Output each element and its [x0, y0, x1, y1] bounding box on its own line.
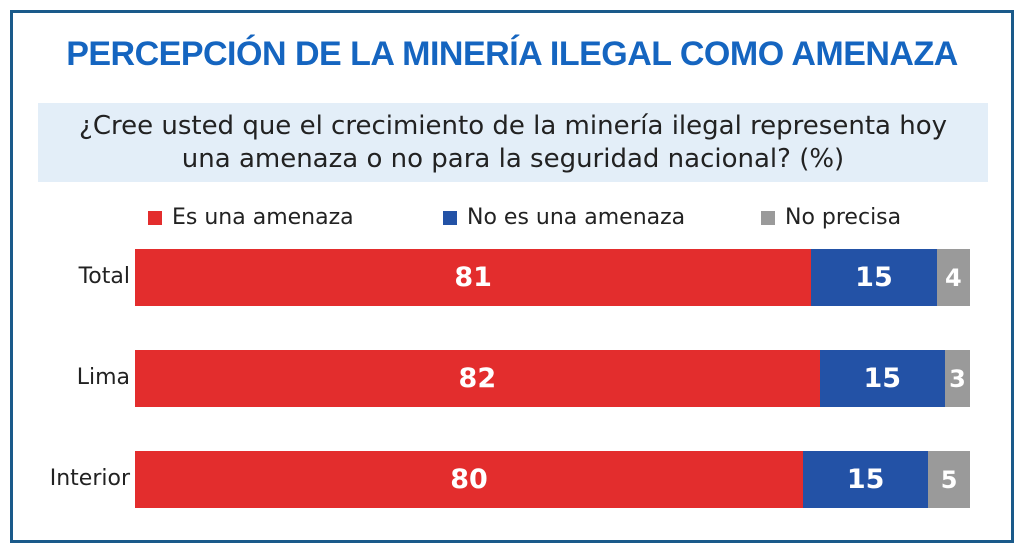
data-label: 81	[454, 262, 492, 293]
bar-segment-lima-es-una-amenaza: 82	[135, 350, 820, 407]
legend-swatch-es-una-amenaza	[148, 210, 162, 225]
bar-segment-interior-no-es-una-amenaza: 15	[803, 451, 929, 508]
legend-item-no-precisa: No precisa	[761, 205, 901, 230]
legend-label-no-es-una-amenaza: No es una amenaza	[467, 205, 686, 230]
bar-segment-lima-no-es-una-amenaza: 15	[819, 350, 945, 407]
chart-subtitle: ¿Cree usted que el crecimiento de la min…	[38, 103, 988, 182]
bar-segment-total-no-es-una-amenaza: 15	[811, 249, 937, 306]
bar-segment-lima-no-precisa: 3	[944, 350, 970, 407]
legend-swatch-no-es-una-amenaza	[443, 210, 457, 225]
data-label: 82	[458, 363, 497, 394]
legend-item-no-es-una-amenaza: No es una amenaza	[443, 205, 685, 230]
bar-segment-interior-no-precisa: 5	[928, 451, 970, 508]
legend-swatch-no-precisa	[761, 210, 775, 225]
data-label: 15	[855, 262, 893, 293]
legend-label-no-precisa: No precisa	[785, 205, 902, 230]
chart-title: PERCEPCIÓN DE LA MINERÍA ILEGAL COMO AME…	[66, 35, 958, 73]
data-label: 80	[450, 464, 488, 495]
legend: Es una amenaza No es una amenaza No prec…	[0, 205, 1024, 235]
data-label: 4	[944, 263, 962, 292]
bar-row-lima: 82 15 3	[135, 350, 970, 407]
bar-row-interior: 80 15 5	[135, 451, 970, 508]
bar-segment-total-es-una-amenaza: 81	[135, 249, 812, 306]
data-label: 5	[940, 465, 958, 494]
data-label: 15	[846, 464, 885, 495]
bar-row-total: 81 15 4	[135, 249, 970, 306]
category-label-interior: Interior	[49, 466, 130, 491]
category-label-total: Total	[78, 264, 130, 289]
legend-item-es-una-amenaza: Es una amenaza	[148, 205, 354, 230]
data-label: 3	[949, 364, 966, 393]
bar-segment-interior-es-una-amenaza: 80	[135, 451, 803, 508]
category-label-lima: Lima	[76, 365, 130, 390]
legend-label-es-una-amenaza: Es una amenaza	[172, 205, 354, 230]
data-label: 15	[863, 363, 902, 394]
bar-segment-total-no-precisa: 4	[936, 249, 970, 306]
